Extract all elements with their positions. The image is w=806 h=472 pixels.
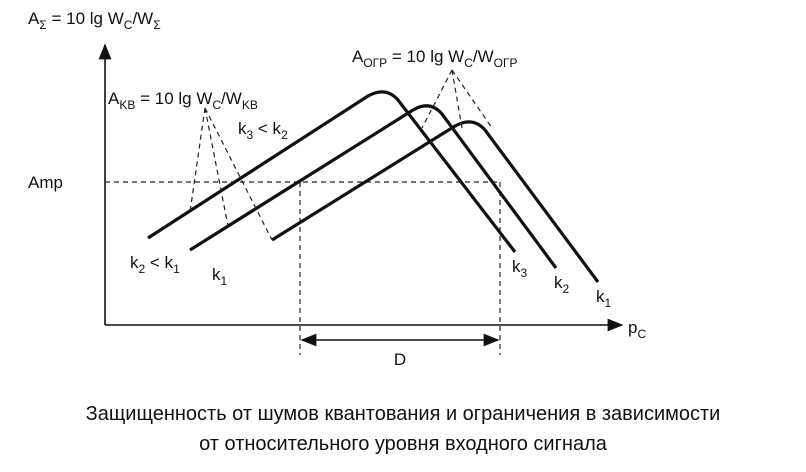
curve-right-label-part: k <box>554 273 563 292</box>
k3-vs-k2-part: k <box>238 119 247 138</box>
caption: Защищенность от шумов квантования и огра… <box>86 403 721 425</box>
quantization-label: AKB = 10 lg WC/WKB <box>108 89 258 112</box>
overload-label-part: A <box>352 47 364 66</box>
quantization-label-part: = 10 lg W <box>135 89 212 108</box>
x-axis-label: pC <box>628 318 646 341</box>
curve-left-label-part: k <box>212 265 221 284</box>
k2-vs-k1-part: < k <box>145 253 173 272</box>
k2-vs-k1-part: k <box>130 253 139 272</box>
quantization-label-part: A <box>108 89 120 108</box>
y-axis-label-part: = 10 lg W <box>47 9 124 28</box>
y-axis-label: AΣ = 10 lg WC/WΣ <box>28 9 161 32</box>
level-label: Amp <box>28 173 63 192</box>
k2-vs-k1-sub: 2 <box>139 262 146 276</box>
overload-label: AОГР = 10 lg WC/WОГР <box>352 47 518 70</box>
curve-right-label-part: k <box>512 257 521 276</box>
k3-vs-k2-part: < k <box>253 119 281 138</box>
quantization-label-sub: C <box>212 98 221 112</box>
curve-right-label-part: k <box>596 287 605 306</box>
overload-label-part: = 10 lg W <box>387 47 464 66</box>
curve-k3 <box>147 90 517 253</box>
quantization-label-sub: KB <box>242 98 258 112</box>
overload-label-part: /W <box>473 47 494 66</box>
quantization-label-sub: KB <box>119 98 135 112</box>
x-axis-label-part: p <box>628 318 637 337</box>
caption: от относительного уровня входного сигнал… <box>199 433 608 455</box>
y-axis-label-part: A <box>28 9 40 28</box>
curve-k1 <box>271 120 600 283</box>
y-axis-label-sub: C <box>124 18 133 32</box>
curve-left-label: k1 <box>212 265 228 288</box>
curve-right-label: k1 <box>596 287 612 310</box>
curve-k2 <box>189 104 558 269</box>
k3-vs-k2-sub: 2 <box>281 128 288 142</box>
quantization-leaders <box>189 107 273 241</box>
k3-vs-k2-sub: 3 <box>247 128 254 142</box>
curve-left-label-sub: 1 <box>221 274 228 288</box>
y-axis-label-part: /W <box>132 9 153 28</box>
curve-right-label-sub: 3 <box>521 266 528 280</box>
quantization-label-part: /W <box>221 89 242 108</box>
x-axis-label-sub: C <box>637 327 646 341</box>
k2-vs-k1: k2 < k1 <box>130 253 180 276</box>
curve-right-label: k2 <box>554 273 570 296</box>
curve-right-label-sub: 1 <box>605 296 612 310</box>
k3-vs-k2: k3 < k2 <box>238 119 288 142</box>
overload-label-sub: C <box>464 56 473 70</box>
y-axis-label-sub: Σ <box>39 18 46 32</box>
k2-vs-k1-sub: 1 <box>173 262 180 276</box>
curve-right-label-sub: 2 <box>563 282 570 296</box>
curve-right-label: k3 <box>512 257 528 280</box>
span-label: D <box>394 350 406 369</box>
overload-leaders <box>421 69 493 129</box>
overload-label-sub: ОГР <box>494 56 518 70</box>
y-axis-label-sub: Σ <box>153 18 160 32</box>
overload-label-sub: ОГР <box>363 56 387 70</box>
